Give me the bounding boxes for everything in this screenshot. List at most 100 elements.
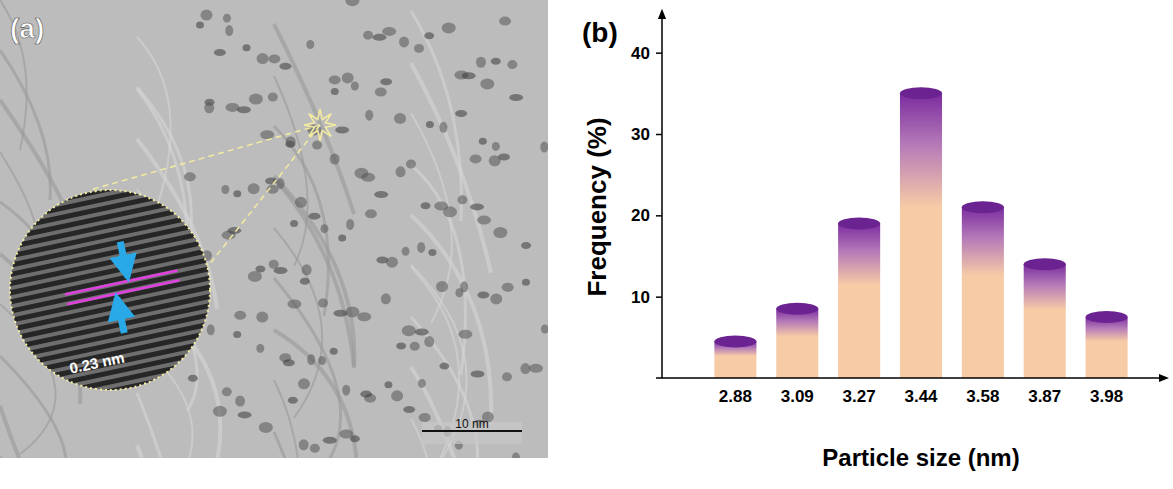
y-axis-line [656, 14, 662, 378]
lattice-fringe [0, 155, 215, 214]
x-tick-label: 2.88 [719, 387, 752, 406]
texture-particle [299, 439, 309, 450]
texture-particle [330, 154, 340, 165]
lattice-fringe [1, 349, 256, 408]
texture-particle [235, 396, 245, 407]
texture-particle [529, 364, 543, 373]
texture-particle [248, 183, 260, 194]
texture-particle [382, 27, 396, 36]
texture-particle [455, 288, 463, 297]
texture-particle [357, 312, 371, 321]
texture-particle [361, 173, 375, 182]
texture-particle [381, 293, 391, 304]
texture-particle [421, 202, 431, 209]
texture-particle [207, 324, 215, 335]
texture-particle [424, 336, 434, 347]
texture-particle [342, 72, 354, 83]
texture-particle [318, 356, 326, 365]
texture-particle [455, 110, 467, 117]
x-tick: 3.87 [1028, 387, 1061, 406]
x-axis: 2.883.093.273.443.583.873.98 [662, 378, 1164, 406]
texture-particle [399, 36, 409, 47]
texture-fibre [137, 393, 187, 458]
leader-line [205, 125, 320, 270]
texture-fibre [137, 445, 217, 458]
texture-particle [512, 452, 520, 458]
texture-particle [375, 88, 387, 97]
texture-particle [540, 142, 548, 153]
texture-particle [309, 213, 321, 220]
texture-particle [351, 82, 359, 91]
texture-particle [434, 202, 448, 211]
texture-particle [248, 271, 262, 282]
texture-particle [213, 406, 227, 417]
texture-particle [234, 311, 246, 320]
texture-fibre [274, 330, 357, 458]
texture-particle [279, 63, 291, 70]
lattice-fringe [5, 366, 260, 425]
fringes [0, 137, 264, 442]
texture-fibre [0, 50, 50, 200]
y-tick-mark [656, 134, 662, 136]
texture-particle [365, 209, 377, 218]
lattice-fringe [0, 296, 245, 355]
spacing-arrow [120, 242, 127, 277]
y-tick-mark [656, 215, 662, 217]
texture-particle [214, 49, 226, 56]
texture-particle [242, 44, 250, 51]
texture-particle [312, 141, 322, 150]
texture-particle [320, 224, 328, 233]
x-tick-label: 3.58 [966, 387, 999, 406]
texture-particle [342, 385, 350, 396]
texture-particle [424, 32, 434, 39]
texture-particle [329, 75, 341, 84]
y-tick: 10 [631, 288, 662, 307]
texture-particle [507, 60, 517, 69]
texture-particle [471, 370, 485, 377]
texture-particle [426, 121, 434, 128]
texture-particle [339, 430, 353, 439]
texture-particle [222, 387, 232, 396]
texture-particle [522, 279, 530, 286]
x-tick: 3.98 [1090, 387, 1123, 406]
texture-particle [476, 57, 486, 68]
figure: 0.23 nm10 nm(a)102030402.883.093.273.443… [0, 0, 1173, 489]
x-tick-label: 3.09 [781, 387, 814, 406]
x-tick-label: 3.44 [904, 387, 938, 406]
texture-particle [200, 10, 212, 21]
texture-particle [363, 31, 373, 40]
texture-particle [307, 354, 315, 365]
texture-particle [458, 330, 472, 339]
texture-fibre [274, 76, 308, 266]
texture-particle [457, 195, 467, 204]
texture-particle [502, 283, 514, 292]
texture-particle [394, 113, 406, 124]
texture-particle [286, 136, 296, 147]
texture-particle [502, 372, 512, 381]
texture-fibre [274, 278, 341, 458]
bar-cap [962, 201, 1004, 213]
leader-line [90, 125, 320, 190]
texture-particle [335, 127, 349, 134]
texture-particle [249, 94, 263, 105]
lattice-inset [0, 137, 264, 442]
texture-fibre [274, 176, 354, 366]
x-axis-line [662, 377, 1164, 379]
bar [1086, 317, 1128, 378]
texture-particle [477, 291, 489, 298]
texture-particle [470, 154, 482, 163]
texture-particle [287, 300, 301, 309]
texture-particle [417, 242, 425, 253]
texture-particle [300, 278, 310, 285]
bar-cap [776, 303, 818, 315]
panel-label: (b) [582, 17, 618, 48]
bar [900, 93, 942, 378]
y-tick-label: 30 [631, 125, 650, 144]
texture-particle [520, 363, 530, 374]
texture-particle [257, 53, 269, 64]
texture-particle [338, 234, 346, 241]
y-axis: 10203040 [631, 14, 662, 378]
spacing-indicator [57, 231, 188, 343]
texture-particle [268, 54, 280, 63]
texture-particle [442, 22, 456, 33]
